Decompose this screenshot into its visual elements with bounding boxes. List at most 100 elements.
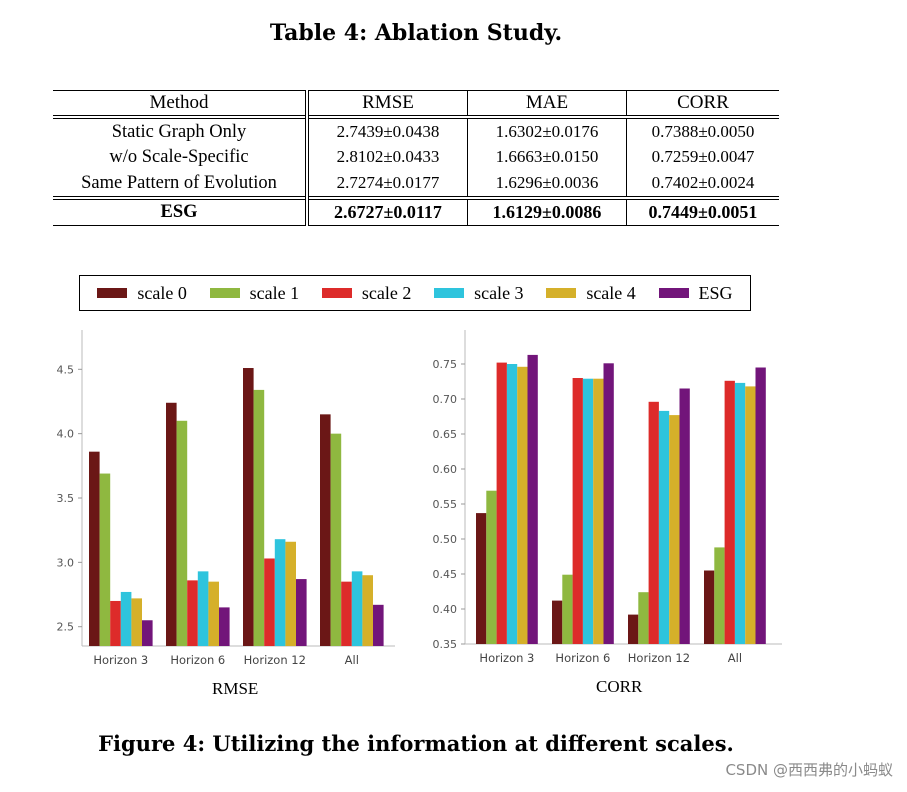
bar bbox=[593, 378, 604, 644]
corr-cell: 0.7449±0.0051 bbox=[626, 195, 779, 226]
legend-swatch bbox=[321, 288, 352, 298]
x-tick-label: All bbox=[728, 651, 742, 665]
bar bbox=[243, 368, 254, 646]
rmse-cell: 2.7274±0.0177 bbox=[336, 172, 440, 192]
bar bbox=[724, 380, 735, 644]
y-tick-label: 0.70 bbox=[433, 393, 458, 406]
rmse-cell: 2.7439±0.0438 bbox=[336, 121, 440, 141]
bar bbox=[476, 513, 487, 644]
bar bbox=[745, 386, 756, 644]
x-tick-label: Horizon 12 bbox=[628, 651, 690, 665]
y-tick-label: 3.0 bbox=[57, 556, 75, 569]
bar bbox=[341, 581, 352, 646]
corr-chart-label: CORR bbox=[596, 677, 643, 696]
watermark: CSDN @西西弗的小蚂蚁 bbox=[725, 761, 893, 779]
bar bbox=[320, 414, 331, 646]
header-mae: MAE bbox=[467, 90, 627, 117]
y-tick-label: 0.35 bbox=[433, 638, 458, 651]
bar bbox=[506, 364, 518, 644]
corr-bar-chart: 0.35 0.40 0.45 0.50 0.55 0.60 0.65 0.70 0.75 Hori… bbox=[433, 330, 782, 665]
mae-cell: 1.6129±0.0086 bbox=[467, 195, 627, 226]
table-row: Static Graph Only 2.7439±0.0438 1.6302±0… bbox=[53, 117, 779, 145]
legend-swatch bbox=[658, 288, 689, 298]
method-cell: w/o Scale-Specific bbox=[53, 144, 309, 170]
bar bbox=[120, 591, 132, 646]
bar bbox=[351, 571, 363, 646]
bar bbox=[274, 539, 286, 646]
bar bbox=[486, 490, 497, 644]
table-row: Same Pattern of Evolution 2.7274±0.0177 … bbox=[53, 170, 779, 198]
bar bbox=[704, 570, 715, 644]
mae-cell: 1.6302±0.0176 bbox=[467, 117, 627, 145]
rmse-bar-chart: 2.5 3.0 3.5 4.0 4.5 Horizon 3 Horizon 6 Horizon… bbox=[57, 330, 395, 667]
legend-label: scale 4 bbox=[586, 282, 636, 303]
corr-cell: 0.7388±0.0050 bbox=[626, 117, 779, 145]
bar bbox=[679, 388, 690, 644]
y-tick-label: 2.5 bbox=[57, 621, 75, 634]
bar bbox=[734, 382, 746, 644]
x-tick-label: All bbox=[345, 653, 359, 667]
legend-item: scale 0 bbox=[97, 282, 187, 304]
y-tick-label: 0.60 bbox=[433, 463, 458, 476]
y-tick-label: 0.75 bbox=[433, 358, 458, 371]
method-cell: ESG bbox=[53, 195, 309, 226]
bar bbox=[110, 600, 121, 646]
x-tick-label: Horizon 3 bbox=[479, 651, 534, 665]
bar bbox=[362, 575, 373, 646]
table-row: w/o Scale-Specific 2.8102±0.0433 1.6663±… bbox=[53, 144, 779, 170]
bar bbox=[208, 581, 219, 646]
bar bbox=[527, 354, 538, 644]
rmse-cell: 2.8102±0.0433 bbox=[336, 147, 440, 167]
legend-swatch bbox=[209, 288, 240, 298]
legend-label: scale 3 bbox=[474, 282, 524, 303]
legend-item: scale 4 bbox=[546, 282, 636, 304]
bar bbox=[628, 614, 639, 644]
legend-swatch bbox=[97, 288, 128, 298]
bar bbox=[264, 558, 275, 646]
x-tick-label: Horizon 6 bbox=[170, 653, 225, 667]
bar bbox=[658, 410, 670, 644]
legend-label: scale 0 bbox=[137, 282, 187, 303]
bar bbox=[176, 420, 188, 646]
legend-item: scale 1 bbox=[209, 283, 299, 304]
corr-cell: 0.7259±0.0047 bbox=[626, 144, 779, 170]
bar bbox=[99, 473, 111, 646]
bar bbox=[197, 571, 209, 646]
y-tick-label: 0.45 bbox=[433, 568, 458, 581]
bar bbox=[219, 607, 230, 646]
bar bbox=[166, 402, 177, 646]
bar bbox=[142, 620, 153, 646]
legend-label: ESG bbox=[698, 282, 733, 303]
bar bbox=[603, 363, 614, 644]
legend-item: scale 2 bbox=[321, 283, 411, 304]
table-title: Table 4: Ablation Study. bbox=[269, 20, 563, 46]
bar bbox=[89, 451, 100, 646]
y-tick-label: 4.5 bbox=[57, 363, 75, 376]
table-row-best: ESG 2.6727±0.0117 1.6129±0.0086 0.7449±0… bbox=[53, 195, 779, 226]
bar bbox=[296, 579, 307, 646]
bar bbox=[562, 574, 573, 644]
ablation-table: Method RMSE MAE CORR Static Graph Only 2… bbox=[53, 90, 779, 226]
header-corr: CORR bbox=[626, 90, 779, 117]
bar bbox=[572, 378, 583, 644]
legend-swatch bbox=[546, 288, 577, 298]
legend-swatch bbox=[434, 288, 465, 298]
bar bbox=[669, 415, 680, 644]
header-rmse: RMSE bbox=[307, 90, 468, 117]
rmse-chart-label: RMSE bbox=[212, 679, 259, 698]
bar bbox=[187, 580, 198, 646]
mae-cell: 1.6296±0.0036 bbox=[467, 170, 627, 198]
bar bbox=[285, 541, 296, 646]
x-tick-label: Horizon 3 bbox=[93, 653, 148, 667]
bar bbox=[517, 366, 528, 644]
mae-cell: 1.6663±0.0150 bbox=[467, 144, 627, 170]
x-tick-label: Horizon 6 bbox=[555, 651, 610, 665]
bar bbox=[755, 367, 766, 644]
x-tick-label: Horizon 12 bbox=[244, 653, 306, 667]
y-tick-label: 0.65 bbox=[433, 428, 458, 441]
legend-item: scale 3 bbox=[434, 282, 524, 304]
rmse-cell: 2.6727±0.0117 bbox=[307, 195, 468, 226]
header-method: Method bbox=[53, 90, 309, 117]
figure-caption: Figure 4: Utilizing the information at d… bbox=[98, 731, 734, 756]
bar bbox=[496, 362, 507, 644]
